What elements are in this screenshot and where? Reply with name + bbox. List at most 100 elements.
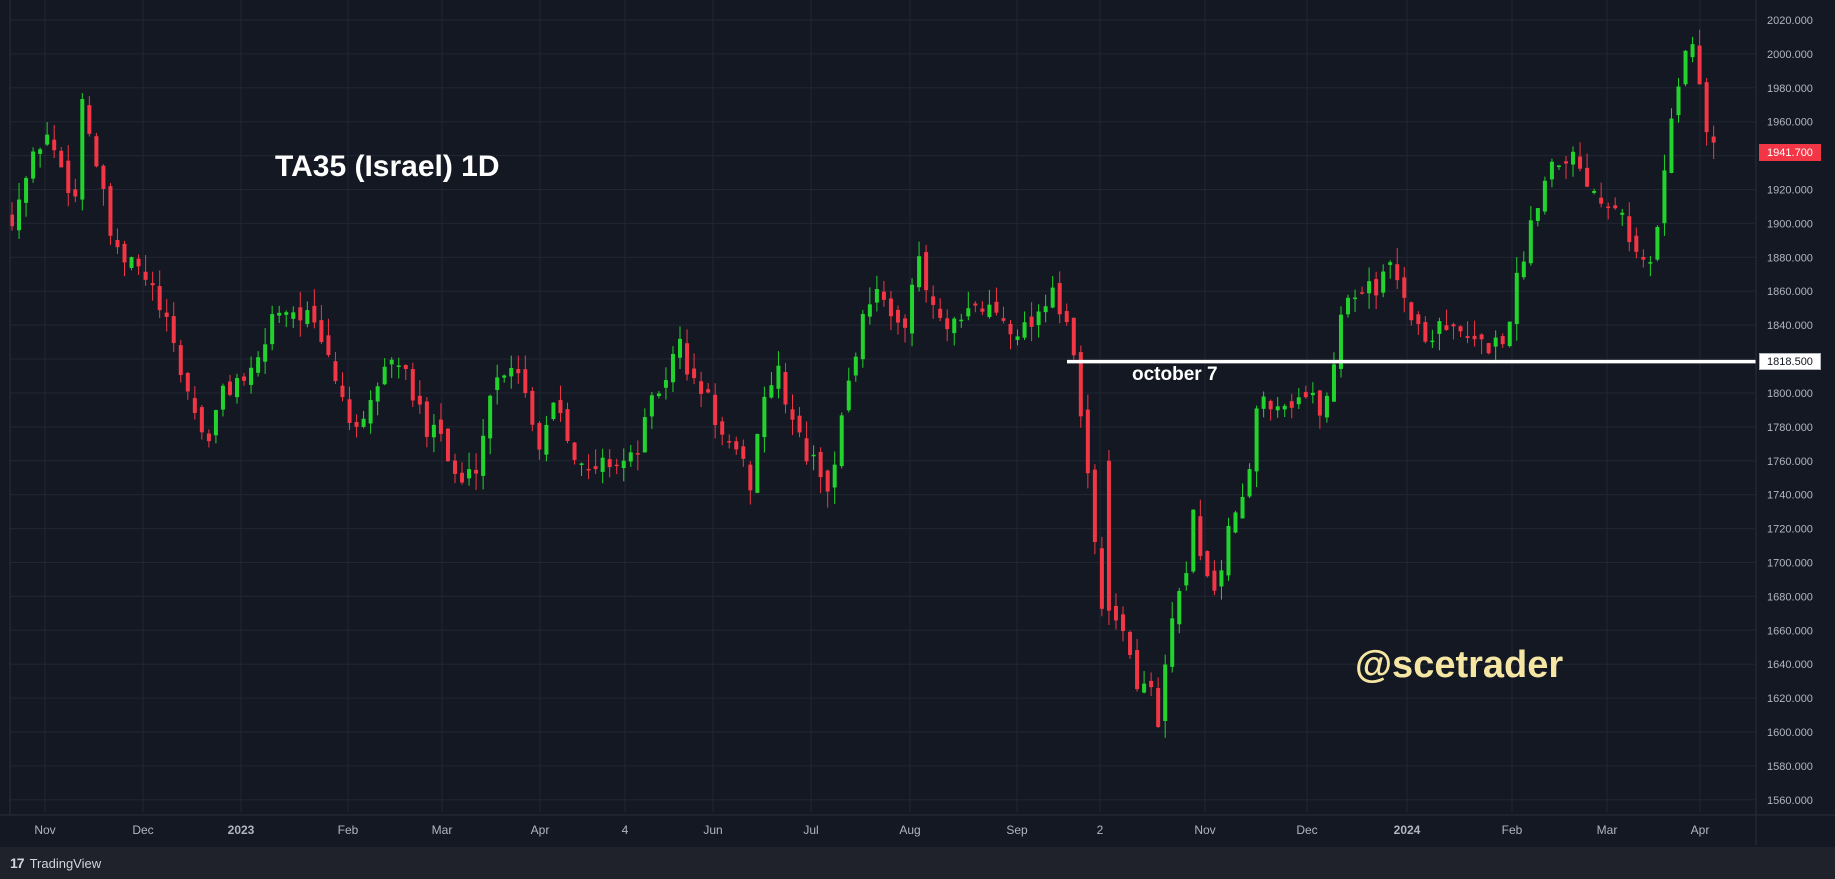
candle-body: [66, 160, 71, 194]
candle-body: [1374, 279, 1379, 296]
candle-body: [445, 428, 450, 462]
candle-body: [1585, 167, 1590, 187]
candle-body: [452, 460, 457, 474]
candle-body: [354, 422, 359, 427]
candle-body: [586, 468, 591, 471]
candle-body: [312, 305, 317, 323]
candle-body: [1338, 314, 1343, 369]
candle-body: [727, 441, 732, 443]
candle-body: [558, 399, 563, 414]
candle-body: [1528, 220, 1533, 264]
candle-body: [1205, 551, 1210, 577]
candle-body: [544, 424, 549, 455]
y-tick-label: 1600.000: [1767, 727, 1813, 739]
candle-body: [368, 399, 373, 424]
candle-body: [776, 365, 781, 389]
candle-body: [1149, 680, 1154, 688]
candle-body: [748, 464, 753, 491]
candle-body: [607, 459, 612, 468]
x-tick-label: 2023: [228, 823, 255, 837]
candle-body: [1402, 277, 1407, 298]
candle-body: [1247, 469, 1252, 497]
candle-body: [888, 298, 893, 317]
candle-body: [502, 375, 507, 378]
candle-body: [38, 149, 43, 154]
candle-body: [952, 318, 957, 334]
candle-body: [1662, 170, 1667, 224]
candle-body: [1669, 118, 1674, 173]
candle-body: [1648, 262, 1653, 264]
candle-body: [319, 320, 324, 343]
candle-body: [474, 469, 479, 474]
tradingview-brand[interactable]: 17 TradingView: [10, 852, 101, 874]
candle-body: [1113, 606, 1118, 621]
candle-body: [1219, 570, 1224, 587]
candle-body: [1542, 180, 1547, 212]
chart-title: TA35 (Israel) 1D: [275, 150, 500, 183]
candle-body: [853, 356, 858, 376]
candle-body: [17, 199, 22, 231]
candle-body: [523, 369, 528, 394]
candle-body: [1268, 400, 1273, 410]
candle-body: [649, 395, 654, 417]
candle-body: [903, 318, 908, 328]
candle-body: [87, 105, 92, 134]
y-tick-label: 1740.000: [1767, 490, 1813, 502]
y-tick-label: 1800.000: [1767, 388, 1813, 400]
candle-body: [762, 396, 767, 438]
candle-body: [495, 377, 500, 391]
candle-body: [860, 313, 865, 360]
candle-body: [832, 464, 837, 488]
x-tick-label: 2024: [1394, 823, 1421, 837]
candle-body: [678, 338, 683, 358]
candle-body: [171, 316, 176, 344]
candle-body: [895, 309, 900, 323]
candle-body: [10, 214, 14, 227]
candle-body: [185, 372, 190, 392]
candle-body: [136, 258, 141, 267]
candle-body: [1198, 516, 1203, 557]
october-7-annotation[interactable]: october 7: [1132, 364, 1218, 385]
candle-body: [227, 381, 232, 395]
candle-body: [938, 308, 943, 318]
candle-body: [1521, 261, 1526, 278]
candle-body: [45, 134, 50, 145]
candle-body: [417, 395, 422, 405]
x-tick-label: 2: [1097, 823, 1104, 837]
candle-body: [593, 466, 598, 470]
y-tick-label: 1980.000: [1767, 83, 1813, 95]
candle-body: [1310, 392, 1315, 396]
candle-body: [242, 376, 247, 381]
candle-body: [1444, 325, 1449, 330]
x-tick-label: Mar: [1597, 823, 1618, 837]
y-tick-label: 1780.000: [1767, 422, 1813, 434]
candle-body: [1015, 336, 1020, 341]
candle-body: [1156, 688, 1161, 727]
candle-body: [192, 398, 197, 414]
candle-body: [1057, 283, 1062, 315]
candle-body: [488, 395, 493, 439]
candle-body: [1655, 226, 1660, 260]
candle-body: [1092, 469, 1097, 543]
candle-body: [1120, 614, 1125, 632]
candle-body: [818, 451, 823, 478]
candle-body: [685, 343, 690, 375]
candle-body: [1142, 683, 1147, 693]
candle-body: [1388, 262, 1393, 265]
candle-body: [52, 139, 57, 151]
candle-body: [1592, 190, 1597, 193]
candle-body: [1613, 205, 1618, 209]
x-tick-label: Dec: [132, 823, 153, 837]
candle-body: [1353, 297, 1358, 300]
candle-body: [157, 286, 162, 311]
candle-body: [1261, 396, 1266, 409]
candle-body: [1437, 321, 1442, 334]
candle-body: [931, 296, 936, 305]
candle-body: [987, 304, 992, 318]
candle-body: [1507, 321, 1512, 347]
candle-body: [375, 386, 380, 402]
candle-body: [1430, 340, 1435, 343]
candle-body: [1064, 311, 1069, 323]
